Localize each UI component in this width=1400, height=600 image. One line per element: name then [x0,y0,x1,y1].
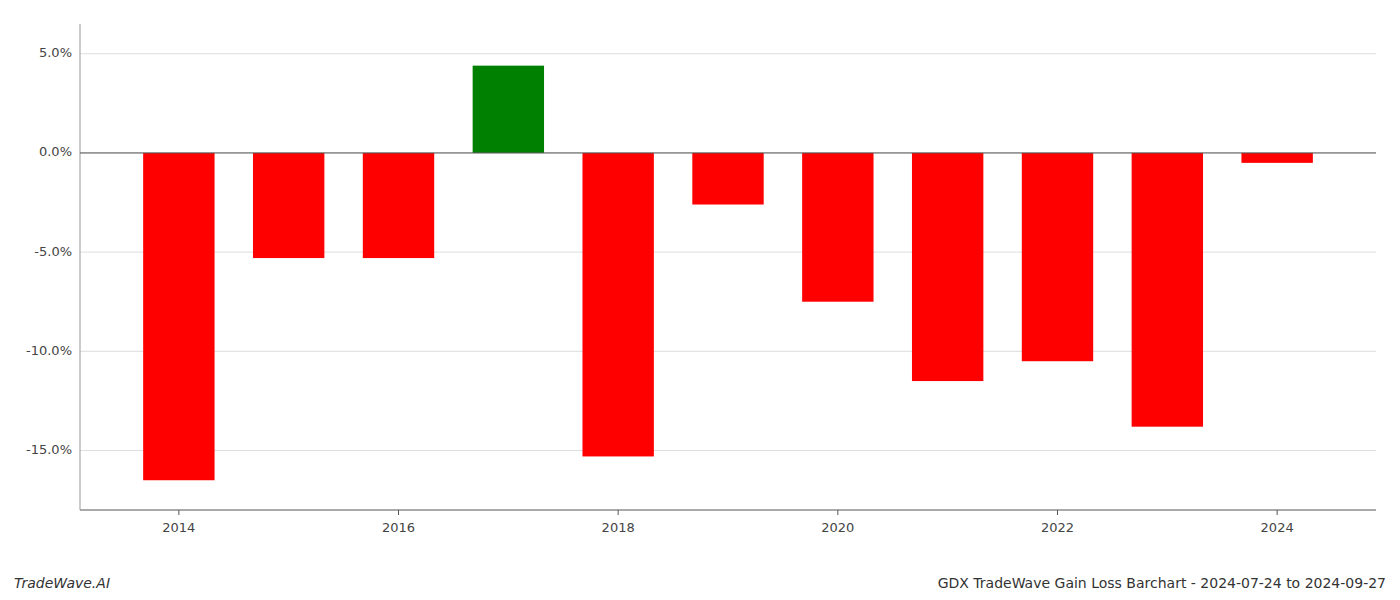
x-axis-line [80,510,1376,511]
bar [253,153,324,258]
x-tick [1277,510,1278,515]
x-tick [618,510,619,515]
bars [143,66,1313,481]
x-tick-label: 2014 [162,520,195,535]
x-tick-label: 2024 [1261,520,1294,535]
y-tick-label: -15.0% [26,442,72,457]
x-tick [398,510,399,515]
grid-line [80,450,1376,451]
x-tick-label: 2020 [821,520,854,535]
x-tick [178,510,179,515]
y-axis-line [80,24,81,510]
y-tick-label: -5.0% [34,244,72,259]
bar [363,153,434,258]
x-tick-label: 2016 [382,520,415,535]
x-tick [837,510,838,515]
y-tick-label: 5.0% [39,45,72,60]
bar [582,153,653,457]
chart: 5.0% 0.0% -5.0% -10.0% -15.0% 2014 2016 2018 202… [0,0,1400,600]
grid-line [80,53,1376,54]
bar [802,153,873,302]
watermark: TradeWave.AI [14,575,110,591]
grid [80,54,1376,451]
x-tick [1057,510,1058,515]
y-tick-label: -10.0% [26,343,72,358]
x-tick-label: 2022 [1041,520,1074,535]
y-tick-label: 0.0% [39,144,72,159]
bar [1132,153,1203,427]
title: GDX TradeWave Gain Loss Barchart - 2024-… [938,575,1386,591]
bar [1022,153,1093,361]
bar [473,66,544,153]
bar [692,153,763,205]
axes: 5.0% 0.0% -5.0% -10.0% -15.0% 2014 2016 2018 202… [26,24,1376,535]
grid-line [80,152,1376,153]
x-tick-label: 2018 [602,520,635,535]
bar [912,153,983,381]
bar [1241,153,1312,163]
bar [143,153,214,480]
zero-line [80,152,1376,153]
